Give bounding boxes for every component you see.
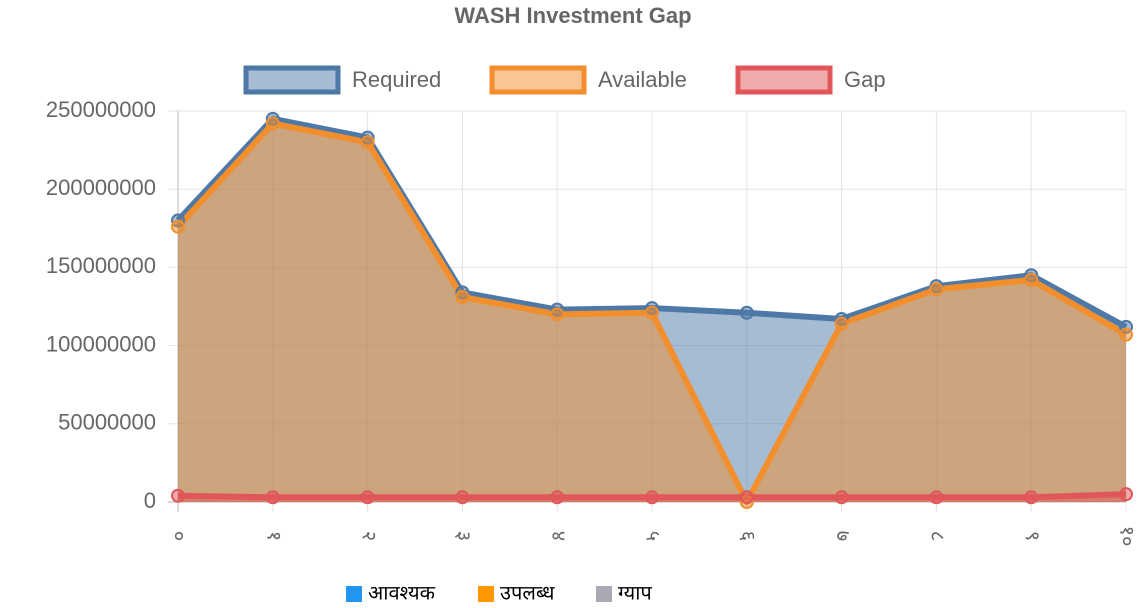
footer-legend-label: आवश्यक bbox=[368, 582, 436, 604]
legend-label: Required bbox=[352, 67, 441, 92]
point bbox=[1024, 490, 1039, 505]
x-tick-label: २ bbox=[357, 531, 379, 541]
footer-legend-label: ग्याप bbox=[618, 582, 652, 604]
point bbox=[929, 282, 944, 297]
point bbox=[360, 135, 375, 150]
footer-legend-swatch bbox=[596, 586, 612, 602]
point bbox=[550, 307, 565, 322]
y-tick-label: 150000000 bbox=[46, 253, 156, 278]
footer-legend-swatch bbox=[346, 586, 362, 602]
point bbox=[171, 488, 185, 503]
x-tick-label: ९ bbox=[1021, 531, 1043, 541]
point bbox=[834, 316, 849, 331]
point bbox=[1024, 272, 1039, 287]
x-tick-label: ७ bbox=[831, 531, 853, 541]
x-tick-label: ० bbox=[168, 531, 190, 541]
point bbox=[455, 490, 470, 505]
point bbox=[1119, 487, 1133, 502]
legend-swatch bbox=[243, 65, 341, 95]
point bbox=[550, 490, 565, 505]
y-tick-label: 50000000 bbox=[58, 410, 156, 435]
point bbox=[645, 305, 659, 320]
legend-swatch bbox=[735, 65, 833, 95]
point bbox=[739, 490, 754, 505]
x-tick-label: ३ bbox=[452, 531, 474, 541]
y-tick-label: 200000000 bbox=[46, 175, 156, 200]
x-tick-label: ५ bbox=[642, 531, 664, 541]
x-tick-label: १ bbox=[263, 531, 285, 541]
point bbox=[1119, 327, 1133, 342]
x-tick-label: ८ bbox=[926, 531, 948, 541]
point bbox=[360, 490, 375, 505]
y-tick-label: 0 bbox=[144, 488, 156, 513]
y-tick-label: 100000000 bbox=[46, 331, 156, 356]
point bbox=[739, 305, 754, 320]
point bbox=[171, 219, 185, 234]
legend-label: Available bbox=[598, 67, 687, 92]
point bbox=[455, 290, 470, 305]
legend-label: Gap bbox=[844, 67, 886, 92]
footer-legend-label: उपलब्ध bbox=[500, 582, 555, 604]
chart-title: WASH Investment Gap bbox=[454, 3, 691, 28]
x-tick-label: १० bbox=[1116, 526, 1138, 547]
x-tick-label: ६ bbox=[737, 531, 759, 541]
point bbox=[645, 490, 659, 505]
point bbox=[929, 490, 944, 505]
legend-swatch bbox=[489, 65, 587, 95]
point bbox=[265, 490, 280, 505]
x-tick-label: ४ bbox=[547, 531, 569, 541]
point bbox=[834, 490, 849, 505]
footer-legend-swatch bbox=[478, 586, 494, 602]
point bbox=[265, 116, 280, 131]
y-tick-label: 250000000 bbox=[46, 97, 156, 122]
